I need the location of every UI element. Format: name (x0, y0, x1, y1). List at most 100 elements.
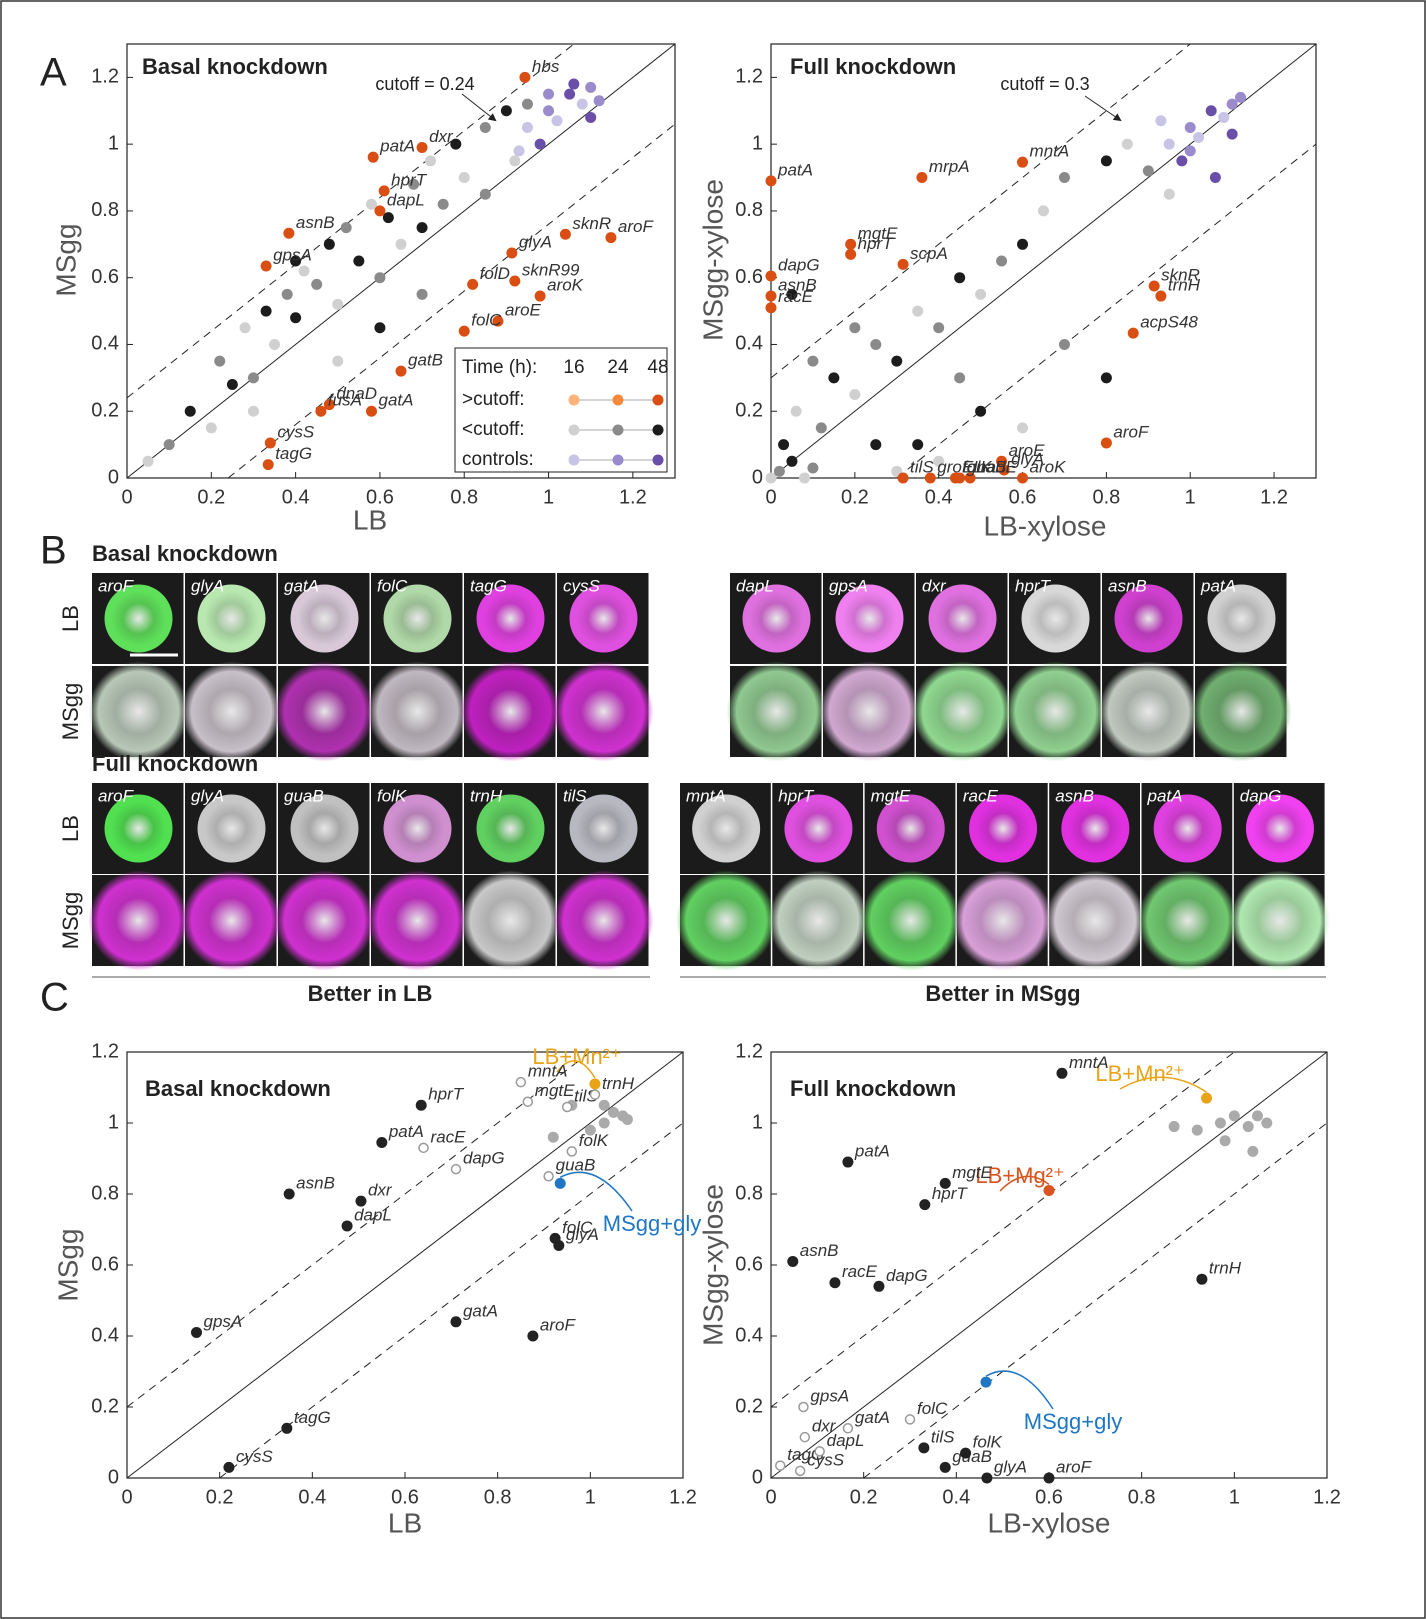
data-point (1101, 155, 1112, 166)
gene-label: asnB (1055, 786, 1094, 805)
colony (1192, 662, 1292, 762)
data-point (981, 1473, 992, 1484)
point-label: gpsA (204, 1312, 243, 1331)
data-point (898, 473, 909, 484)
point-label: cysS (807, 1450, 845, 1469)
data-point (849, 322, 860, 333)
data-point (975, 406, 986, 417)
group-footer: Better in LB (308, 981, 433, 1006)
point-label: asnB (296, 213, 335, 232)
chart-title: Full knockdown (790, 1076, 956, 1101)
cutoff-line (127, 1052, 590, 1407)
point-label: fusA (328, 391, 362, 410)
gene-label: cysS (563, 576, 601, 595)
data-point (1235, 92, 1246, 103)
data-point (568, 79, 579, 90)
point-label: glyA (566, 1225, 599, 1244)
data-point (290, 312, 301, 323)
colony (89, 871, 189, 971)
y-tick-label: 1.2 (735, 66, 763, 88)
data-point (1176, 155, 1187, 166)
data-point (1149, 281, 1160, 292)
x-tick-label: 0.2 (841, 486, 869, 508)
data-point (891, 356, 902, 367)
point-label: dapL (354, 1205, 392, 1224)
point-label: gpsA (810, 1386, 849, 1405)
data-point (933, 322, 944, 333)
data-point (480, 189, 491, 200)
data-point (807, 462, 818, 473)
x-tick-label: 1 (585, 1486, 596, 1508)
series-label: LB+Mn²⁺ (1095, 1061, 1184, 1086)
data-point (1128, 328, 1139, 339)
annotation-arrow (462, 94, 495, 120)
data-point (1193, 132, 1204, 143)
point-label: hprT (391, 170, 428, 189)
y-tick-label: 0.8 (735, 1182, 763, 1204)
data-point (509, 276, 520, 287)
data-point (1252, 1110, 1263, 1121)
data-point (1247, 1146, 1258, 1157)
data-point (164, 439, 175, 450)
point-label: guaB (556, 1156, 596, 1175)
data-point (1143, 165, 1154, 176)
data-point (1017, 157, 1028, 168)
data-point (1164, 139, 1175, 150)
data-point (919, 1199, 930, 1210)
data-point (522, 99, 533, 110)
data-point (342, 1220, 353, 1231)
data-point (1218, 112, 1229, 123)
data-point (845, 239, 856, 250)
data-point (563, 1103, 572, 1112)
row-label: MSgg (58, 892, 83, 949)
gene-label: asnB (1108, 576, 1147, 595)
data-point (599, 1100, 610, 1111)
point-label: gatA (378, 391, 413, 410)
data-point (1196, 1274, 1207, 1285)
x-tick-label: 1.2 (1313, 1486, 1341, 1508)
x-tick-label: 1 (543, 486, 554, 508)
x-tick-label: 0.8 (1092, 486, 1120, 508)
data-point (912, 306, 923, 317)
legend-label: >cutoff: (462, 389, 525, 410)
data-point (374, 205, 385, 216)
y-tick-label: 1 (108, 1111, 119, 1133)
cutoff-annotation: cutoff = 0.24 (375, 74, 474, 94)
y-tick-label: 0.2 (91, 400, 119, 422)
point-label: patA (854, 1142, 890, 1161)
data-point (842, 1157, 853, 1168)
y-tick-label: 1.2 (91, 1040, 119, 1062)
data-point (450, 1316, 461, 1327)
data-point (425, 155, 436, 166)
legend-label: <cutoff: (462, 419, 525, 440)
data-point (223, 1462, 234, 1473)
y-tick-label: 0.2 (735, 1395, 763, 1417)
data-point (954, 272, 965, 283)
data-point (791, 406, 802, 417)
point-label: dapG (886, 1266, 928, 1285)
data-point (585, 82, 596, 93)
point-label: trnH (602, 1074, 635, 1093)
point-label: gpsA (273, 245, 312, 264)
point-label: mrpA (929, 157, 970, 176)
x-tick-label: 0 (121, 1486, 132, 1508)
x-tick-label: 1.2 (669, 1486, 697, 1508)
gene-label: racE (963, 786, 999, 805)
data-point (1201, 1093, 1212, 1104)
colony (768, 871, 868, 971)
data-point (1101, 437, 1112, 448)
y-tick-label: 1 (752, 1111, 763, 1133)
data-point (1243, 1121, 1254, 1132)
point-label: dxr (368, 1181, 393, 1200)
legend-time: 16 (563, 357, 584, 378)
data-point (1155, 291, 1166, 302)
point-label: folD (480, 264, 510, 283)
x-axis-label: LB (353, 504, 387, 535)
gene-label: tagG (470, 576, 507, 595)
y-tick-label: 0.4 (735, 333, 763, 355)
data-point (284, 1189, 295, 1200)
cutoff-annotation: cutoff = 0.3 (1000, 74, 1089, 94)
data-point (564, 89, 575, 100)
legend-title: Time (h): (462, 357, 537, 378)
data-point (522, 122, 533, 133)
